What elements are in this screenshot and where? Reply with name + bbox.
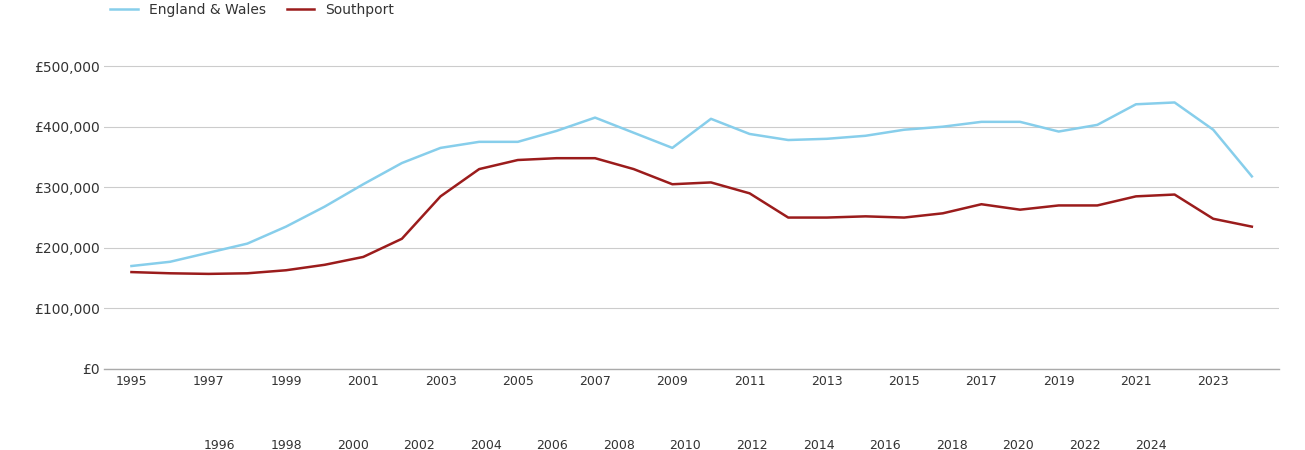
- Southport: [780, 215, 796, 220]
- Southport: [1090, 203, 1105, 208]
- England & Wales: [124, 263, 140, 269]
- Text: 2022: 2022: [1069, 439, 1100, 450]
- Southport: [317, 262, 333, 267]
- Southport: [1051, 203, 1066, 208]
- Text: 2006: 2006: [536, 439, 568, 450]
- England & Wales: [1167, 100, 1182, 105]
- Text: 2018: 2018: [936, 439, 967, 450]
- England & Wales: [820, 136, 835, 141]
- Southport: [548, 156, 564, 161]
- Southport: [626, 166, 642, 172]
- Southport: [355, 254, 371, 260]
- England & Wales: [974, 119, 989, 125]
- Text: 2020: 2020: [1002, 439, 1034, 450]
- England & Wales: [278, 224, 294, 230]
- Southport: [433, 194, 449, 199]
- England & Wales: [394, 160, 410, 166]
- Line: England & Wales: England & Wales: [132, 103, 1251, 266]
- Southport: [278, 268, 294, 273]
- Text: 2024: 2024: [1135, 439, 1167, 450]
- Southport: [974, 202, 989, 207]
- Southport: [1013, 207, 1028, 212]
- Southport: [162, 270, 177, 276]
- England & Wales: [1206, 127, 1221, 132]
- Southport: [897, 215, 912, 220]
- England & Wales: [1244, 174, 1259, 179]
- England & Wales: [626, 130, 642, 135]
- England & Wales: [587, 115, 603, 120]
- Southport: [201, 271, 217, 277]
- Southport: [1128, 194, 1143, 199]
- Southport: [510, 158, 526, 163]
- England & Wales: [897, 127, 912, 132]
- Southport: [124, 270, 140, 275]
- Southport: [820, 215, 835, 220]
- Text: 1996: 1996: [204, 439, 235, 450]
- Southport: [240, 270, 256, 276]
- Southport: [394, 236, 410, 242]
- England & Wales: [510, 139, 526, 144]
- England & Wales: [317, 204, 333, 209]
- England & Wales: [857, 133, 873, 139]
- England & Wales: [780, 137, 796, 143]
- Text: 2010: 2010: [669, 439, 701, 450]
- England & Wales: [471, 139, 487, 144]
- England & Wales: [741, 131, 757, 137]
- Text: 2016: 2016: [869, 439, 900, 450]
- England & Wales: [1013, 119, 1028, 125]
- England & Wales: [433, 145, 449, 151]
- Southport: [1244, 224, 1259, 230]
- Southport: [857, 214, 873, 219]
- Southport: [587, 156, 603, 161]
- Southport: [471, 166, 487, 172]
- Text: 2004: 2004: [470, 439, 501, 450]
- Line: Southport: Southport: [132, 158, 1251, 274]
- Text: 2012: 2012: [736, 439, 767, 450]
- Text: 2014: 2014: [803, 439, 834, 450]
- England & Wales: [1090, 122, 1105, 128]
- England & Wales: [1128, 102, 1143, 107]
- England & Wales: [162, 259, 177, 265]
- England & Wales: [664, 145, 680, 151]
- England & Wales: [355, 181, 371, 187]
- England & Wales: [1051, 129, 1066, 134]
- Southport: [703, 180, 719, 185]
- Text: 2000: 2000: [337, 439, 369, 450]
- England & Wales: [240, 241, 256, 246]
- Text: 2002: 2002: [403, 439, 435, 450]
- Southport: [1206, 216, 1221, 221]
- England & Wales: [934, 124, 950, 130]
- Southport: [741, 191, 757, 196]
- England & Wales: [703, 116, 719, 122]
- Text: 2008: 2008: [603, 439, 634, 450]
- Southport: [664, 181, 680, 187]
- Southport: [1167, 192, 1182, 197]
- Southport: [934, 211, 950, 216]
- Legend: England & Wales, Southport: England & Wales, Southport: [104, 0, 401, 22]
- Text: 1998: 1998: [270, 439, 301, 450]
- England & Wales: [548, 128, 564, 134]
- England & Wales: [201, 250, 217, 256]
